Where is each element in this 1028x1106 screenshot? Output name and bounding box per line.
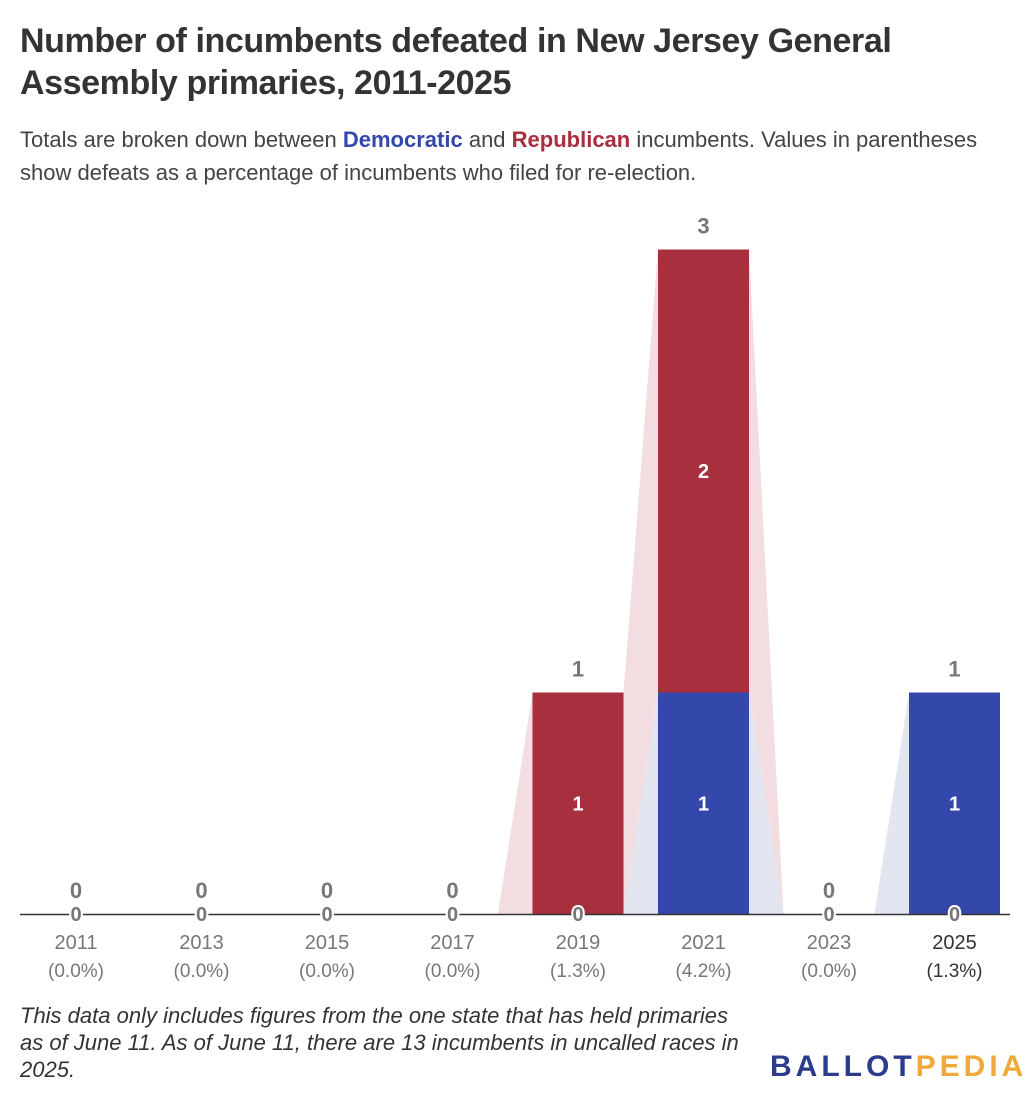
total-label-2025: 1 [948,657,960,682]
value-label-republican-2019: 1 [572,793,583,815]
bar-connectors [498,249,909,914]
x-tick-percent-2013: (0.0%) [174,961,230,982]
chart-labels: 0002011(0.0%)0002013(0.0%)0002015(0.0%)0… [48,214,982,983]
x-tick-label-2017: 2017 [430,932,475,954]
value-label-democratic-2023: 0 [823,904,834,926]
stacked-bar-chart: 0002011(0.0%)0002013(0.0%)0002015(0.0%)0… [20,214,1010,983]
subtitle-suffix: incumbents. Values in parentheses show d… [20,127,978,185]
total-label-2015: 0 [321,878,333,903]
x-tick-label-2025: 2025 [932,932,977,954]
value-label-democratic-2021: 1 [698,793,709,815]
x-tick-percent-2023: (0.0%) [801,961,857,982]
value-label-republican-2025: 0 [949,904,960,926]
legend-republican: Republican [511,127,631,152]
legend-democratic: Democratic [342,127,463,152]
x-tick-label-2015: 2015 [305,932,350,954]
logo-text-pedia: PEDIA [915,1050,1028,1083]
chart-title: Number of incumbents defeated in New Jer… [20,22,892,102]
value-label-republican-2013: 0 [196,904,207,926]
total-label-2013: 0 [195,878,207,903]
x-tick-percent-2011: (0.0%) [48,961,104,982]
connector-republican-2019 [498,692,533,914]
x-tick-label-2013: 2013 [179,932,224,954]
chart-footnote: This data only includes figures from the… [20,1003,739,1082]
x-tick-percent-2019: (1.3%) [550,961,606,982]
value-label-republican-2011: 0 [70,904,81,926]
total-label-2011: 0 [70,878,82,903]
bar-democratic-2025 [909,692,1000,914]
chart-subtitle: Totals are broken down between Democrati… [20,123,1010,189]
total-label-2023: 0 [823,878,835,903]
connector-republican-2021 [623,249,658,914]
value-label-democratic-2011: 0 [70,904,81,926]
connector-republican-2023 [749,249,784,914]
logo-text-ballot: BALLOT [770,1050,916,1083]
x-tick-percent-2025: (1.3%) [927,961,983,982]
x-tick-label-2021: 2021 [681,932,726,954]
total-label-2017: 0 [446,878,458,903]
bar-segments [532,249,1000,914]
value-label-republican-2021: 2 [698,461,709,483]
x-tick-label-2023: 2023 [807,932,852,954]
value-label-democratic-2013: 0 [196,904,207,926]
total-label-2021: 3 [697,214,709,239]
value-label-democratic-2019: 0 [572,904,583,926]
subtitle-middle: and [462,127,512,152]
bar-democratic-2021 [658,692,749,914]
x-tick-percent-2015: (0.0%) [299,961,355,982]
value-label-democratic-2017: 0 [447,904,458,926]
value-label-republican-2023: 0 [823,904,834,926]
value-label-republican-2015: 0 [321,904,332,926]
bar-republican-2019 [532,692,624,914]
x-tick-percent-2021: (4.2%) [676,961,732,982]
value-label-republican-2017: 0 [447,904,458,926]
connector-democratic-2025 [874,692,909,914]
x-tick-percent-2017: (0.0%) [425,961,481,982]
total-label-2019: 1 [572,657,584,682]
x-tick-label-2019: 2019 [556,932,601,954]
bar-republican-2021 [658,249,749,693]
subtitle-prefix: Totals are broken down between [20,127,343,152]
value-label-democratic-2025: 1 [949,793,960,815]
x-tick-label-2011: 2011 [54,932,97,954]
ballotpedia-logo: BALLOTPEDIA [770,1050,1027,1084]
value-label-democratic-2015: 0 [321,904,332,926]
